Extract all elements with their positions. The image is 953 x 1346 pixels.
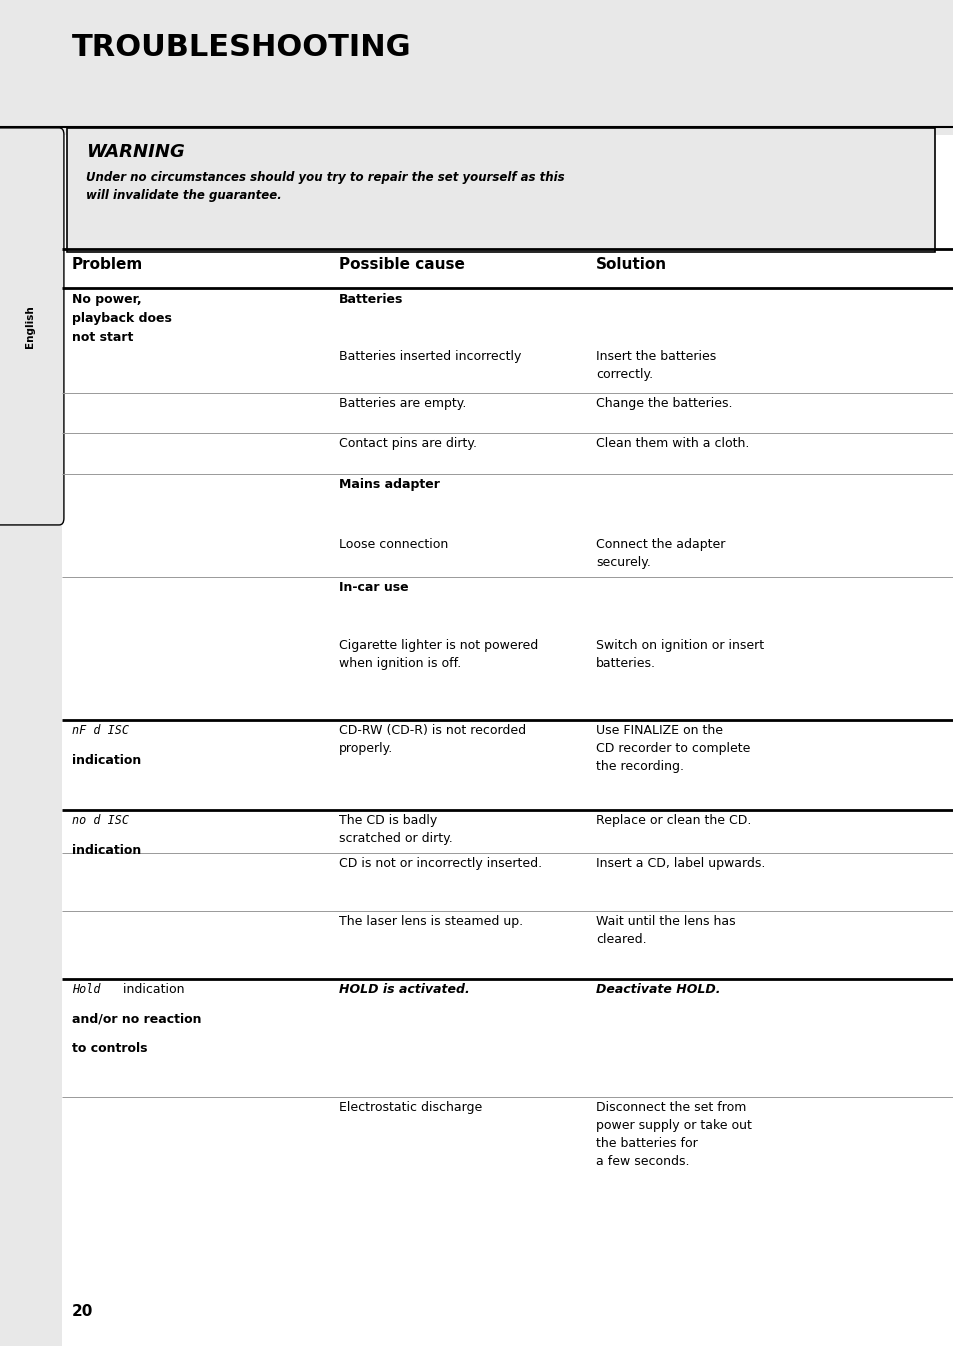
Text: Use FINALIZE on the
CD recorder to complete
the recording.: Use FINALIZE on the CD recorder to compl…: [596, 724, 750, 773]
Text: Replace or clean the CD.: Replace or clean the CD.: [596, 814, 751, 828]
Text: WARNING: WARNING: [86, 143, 185, 160]
Text: to controls: to controls: [71, 1042, 147, 1055]
Text: Mains adapter: Mains adapter: [338, 478, 439, 491]
Text: CD is not or incorrectly inserted.: CD is not or incorrectly inserted.: [338, 857, 541, 871]
Text: Contact pins are dirty.: Contact pins are dirty.: [338, 437, 476, 451]
Text: Loose connection: Loose connection: [338, 538, 448, 552]
Text: Disconnect the set from
power supply or take out
the batteries for
a few seconds: Disconnect the set from power supply or …: [596, 1101, 751, 1168]
Text: Wait until the lens has
cleared.: Wait until the lens has cleared.: [596, 915, 735, 946]
Text: The CD is badly
scratched or dirty.: The CD is badly scratched or dirty.: [338, 814, 452, 845]
Text: Problem: Problem: [71, 257, 143, 272]
Text: Insert a CD, label upwards.: Insert a CD, label upwards.: [596, 857, 765, 871]
Text: nF d ISC: nF d ISC: [71, 724, 129, 738]
Text: The laser lens is steamed up.: The laser lens is steamed up.: [338, 915, 522, 929]
Text: Solution: Solution: [596, 257, 667, 272]
Text: Possible cause: Possible cause: [338, 257, 464, 272]
Text: Cigarette lighter is not powered
when ignition is off.: Cigarette lighter is not powered when ig…: [338, 639, 537, 670]
Text: English: English: [25, 306, 34, 349]
Text: Under no circumstances should you try to repair the set yourself as this
will in: Under no circumstances should you try to…: [86, 171, 564, 202]
Text: Batteries are empty.: Batteries are empty.: [338, 397, 466, 411]
FancyBboxPatch shape: [67, 128, 934, 252]
Text: Switch on ignition or insert
batteries.: Switch on ignition or insert batteries.: [596, 639, 763, 670]
Text: Clean them with a cloth.: Clean them with a cloth.: [596, 437, 749, 451]
Text: Electrostatic discharge: Electrostatic discharge: [338, 1101, 481, 1114]
Text: No power,
playback does
not start: No power, playback does not start: [71, 293, 172, 345]
Text: 20: 20: [71, 1304, 92, 1319]
Text: Hold: Hold: [71, 983, 100, 996]
Text: CD-RW (CD-R) is not recorded
properly.: CD-RW (CD-R) is not recorded properly.: [338, 724, 525, 755]
Text: Deactivate HOLD.: Deactivate HOLD.: [596, 983, 720, 996]
Text: Change the batteries.: Change the batteries.: [596, 397, 732, 411]
Text: Batteries inserted incorrectly: Batteries inserted incorrectly: [338, 350, 520, 363]
Text: indication: indication: [71, 844, 141, 857]
Text: indication: indication: [119, 983, 185, 996]
Text: HOLD is activated.: HOLD is activated.: [338, 983, 469, 996]
FancyBboxPatch shape: [0, 128, 64, 525]
Text: Insert the batteries
correctly.: Insert the batteries correctly.: [596, 350, 716, 381]
Text: TROUBLESHOOTING: TROUBLESHOOTING: [71, 32, 411, 62]
Text: Connect the adapter
securely.: Connect the adapter securely.: [596, 538, 725, 569]
Text: and/or no reaction: and/or no reaction: [71, 1012, 201, 1026]
Text: indication: indication: [71, 754, 141, 767]
Text: Batteries: Batteries: [338, 293, 402, 307]
FancyBboxPatch shape: [62, 135, 953, 1346]
Text: no d ISC: no d ISC: [71, 814, 129, 828]
Text: In-car use: In-car use: [338, 581, 408, 595]
